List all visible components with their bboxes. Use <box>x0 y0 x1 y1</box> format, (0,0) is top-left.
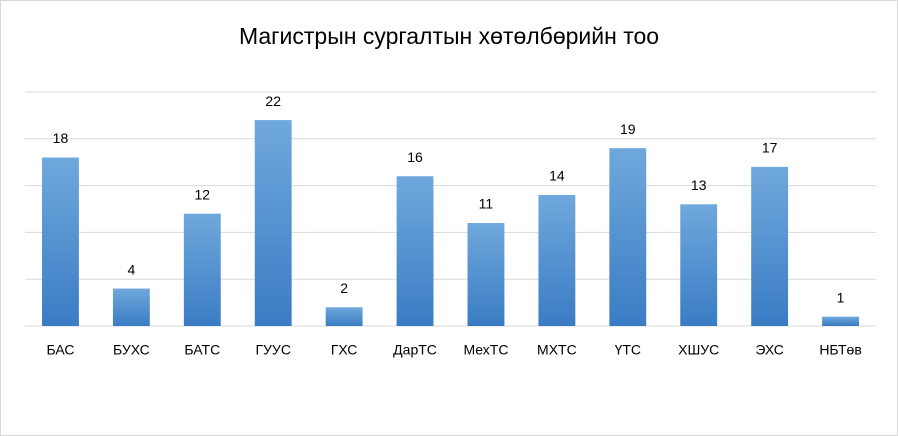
value-label: 1 <box>837 289 845 305</box>
x-tick-label: БУХС <box>113 342 150 358</box>
x-tick-label: ГХС <box>331 342 358 358</box>
value-label: 14 <box>549 168 565 184</box>
value-label: 2 <box>340 280 348 296</box>
bar <box>538 194 576 326</box>
value-label: 11 <box>479 196 494 212</box>
value-label: 16 <box>407 149 423 165</box>
x-tick-label: БАТС <box>184 342 220 358</box>
value-label: 22 <box>265 93 281 109</box>
bar <box>609 148 647 326</box>
bar <box>751 166 789 326</box>
value-label: 19 <box>620 121 636 137</box>
bar <box>680 204 718 326</box>
bar <box>396 176 434 326</box>
bar <box>822 316 859 326</box>
x-tick-label: ДарТС <box>393 342 437 358</box>
bar <box>112 288 150 326</box>
x-tick-label: ГУУС <box>255 342 290 358</box>
bar <box>325 307 363 326</box>
value-label: 13 <box>691 177 707 193</box>
chart-title: Магистрын сургалтын хөтөлбөрийн тоо <box>239 23 659 49</box>
value-label: 17 <box>762 140 778 156</box>
value-label: 4 <box>127 261 135 277</box>
bar <box>254 120 292 326</box>
bar <box>42 157 79 326</box>
bar <box>183 213 221 326</box>
x-tick-label: БАС <box>46 342 74 358</box>
value-label: 12 <box>195 186 211 202</box>
x-tick-label: ХШУС <box>678 342 719 358</box>
x-tick-label: НБТөв <box>819 342 861 358</box>
x-tick-label: ҮТС <box>615 342 641 358</box>
x-tick-label: МехТС <box>463 342 508 358</box>
x-tick-label: ЭХС <box>755 342 784 358</box>
value-label: 18 <box>53 130 69 146</box>
bar <box>467 223 505 326</box>
x-tick-label: МХТС <box>537 342 577 358</box>
